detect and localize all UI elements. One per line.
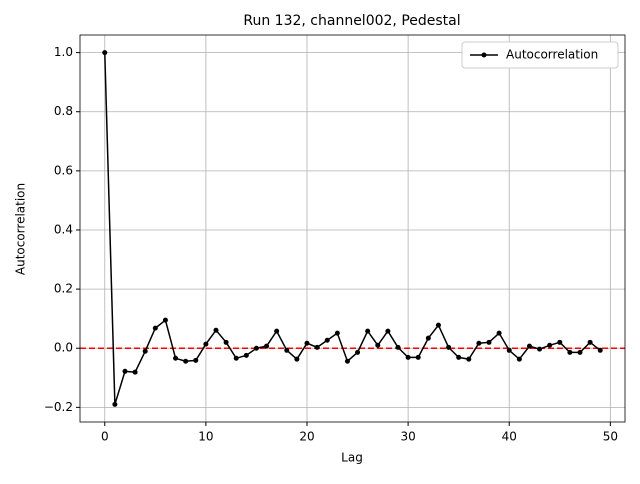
y-axis-label: Autocorrelation (14, 183, 28, 275)
y-tick-label: 0.8 (54, 104, 73, 118)
point (284, 347, 290, 353)
point (243, 352, 249, 358)
chart-title: Run 132, channel002, Pedestal (243, 13, 460, 29)
x-tick-label: 30 (400, 430, 415, 444)
point (173, 355, 179, 361)
point (203, 341, 209, 347)
x-tick-label: 10 (198, 430, 213, 444)
legend-box (461, 41, 619, 69)
y-tick-label: 0.2 (54, 282, 73, 296)
point (274, 328, 280, 334)
point (294, 356, 300, 362)
point (486, 339, 492, 345)
point (587, 339, 593, 345)
point (365, 328, 371, 334)
point (112, 401, 118, 407)
y-tick-label: 0.0 (54, 341, 73, 355)
point (324, 337, 330, 343)
point (355, 349, 361, 355)
point (547, 342, 553, 348)
point (425, 335, 431, 341)
point (132, 369, 138, 375)
point (405, 354, 411, 360)
point (435, 322, 441, 328)
y-tick-label: 1.0 (54, 45, 73, 59)
point (264, 343, 270, 349)
legend-label: Autocorrelation (506, 48, 598, 62)
point (385, 328, 391, 334)
point (314, 344, 320, 350)
point (223, 339, 229, 345)
point (446, 344, 452, 350)
point (142, 348, 148, 354)
point (122, 368, 128, 374)
point (233, 355, 239, 361)
point (162, 317, 168, 323)
y-tick-label: 0.6 (54, 163, 73, 177)
point (456, 354, 462, 360)
point (415, 354, 421, 360)
point (466, 356, 472, 362)
point (253, 345, 259, 351)
point (526, 343, 532, 349)
point (344, 358, 350, 364)
point (304, 340, 310, 346)
point (506, 347, 512, 353)
x-tick-label: 20 (299, 430, 314, 444)
point (102, 50, 108, 56)
point (476, 340, 482, 346)
point (577, 349, 583, 355)
point (537, 346, 543, 352)
x-tick-label: 50 (603, 430, 618, 444)
point (334, 330, 340, 336)
x-axis-label: Lag (341, 451, 363, 465)
point (375, 342, 381, 348)
x-tick-label: 0 (101, 430, 109, 444)
point (395, 344, 401, 350)
legend-marker (481, 52, 487, 58)
point (152, 325, 158, 331)
point (557, 339, 563, 345)
point (496, 330, 502, 336)
point (213, 327, 219, 333)
point (183, 358, 189, 364)
point (516, 356, 522, 362)
x-tick-label: 40 (502, 430, 517, 444)
point (597, 347, 603, 353)
plot-frame (79, 34, 626, 423)
point (193, 357, 199, 363)
y-tick-label: −0.2 (44, 400, 73, 414)
line (104, 52, 601, 405)
point (567, 349, 573, 355)
y-tick-label: 0.4 (54, 222, 73, 236)
